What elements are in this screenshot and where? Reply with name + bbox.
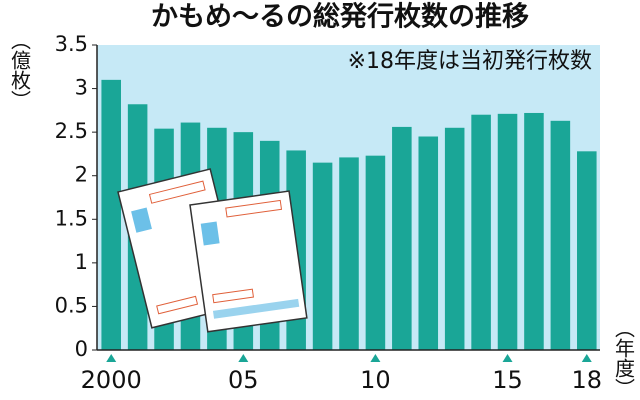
y-axis-label: （億枚） (8, 30, 32, 110)
x-tick-label: 05 (228, 366, 259, 394)
postcards-illustration (117, 168, 308, 333)
bar (101, 79, 121, 350)
bar (497, 113, 518, 350)
bar (444, 127, 465, 351)
bar (471, 114, 491, 350)
y-tick-label: 1 (75, 250, 88, 274)
x-tick-triangle (106, 354, 117, 362)
x-tick-label: 10 (360, 366, 391, 394)
x-tick-triangle (238, 354, 249, 362)
y-tick-label: 3.5 (55, 32, 88, 56)
y-tick-label: 1.5 (55, 206, 88, 230)
bar (312, 162, 333, 350)
bar (577, 151, 597, 350)
bar (339, 157, 359, 350)
x-tick-triangle (581, 354, 592, 362)
bar (524, 112, 544, 350)
y-tick-label: 0.5 (55, 293, 88, 317)
x-tick-triangle (502, 354, 513, 362)
y-tick-label: 2.5 (55, 119, 88, 143)
bar (550, 120, 571, 350)
x-axis-label: （年度） (612, 318, 636, 398)
bar (392, 126, 412, 351)
chart-title: かもめ～るの総発行枚数の推移 (151, 1, 529, 33)
x-tick-label: 15 (492, 366, 523, 394)
y-tick-label: 0 (75, 337, 88, 361)
x-tick-label: 2000 (81, 366, 142, 394)
bar (418, 136, 439, 350)
x-tick-triangle (370, 354, 381, 362)
bar (365, 155, 386, 350)
y-tick-label: 3 (75, 76, 88, 100)
y-tick-label: 2 (75, 163, 88, 187)
x-tick-label: 18 (572, 366, 603, 394)
note: ※18年度は当初発行枚数 (348, 49, 592, 74)
